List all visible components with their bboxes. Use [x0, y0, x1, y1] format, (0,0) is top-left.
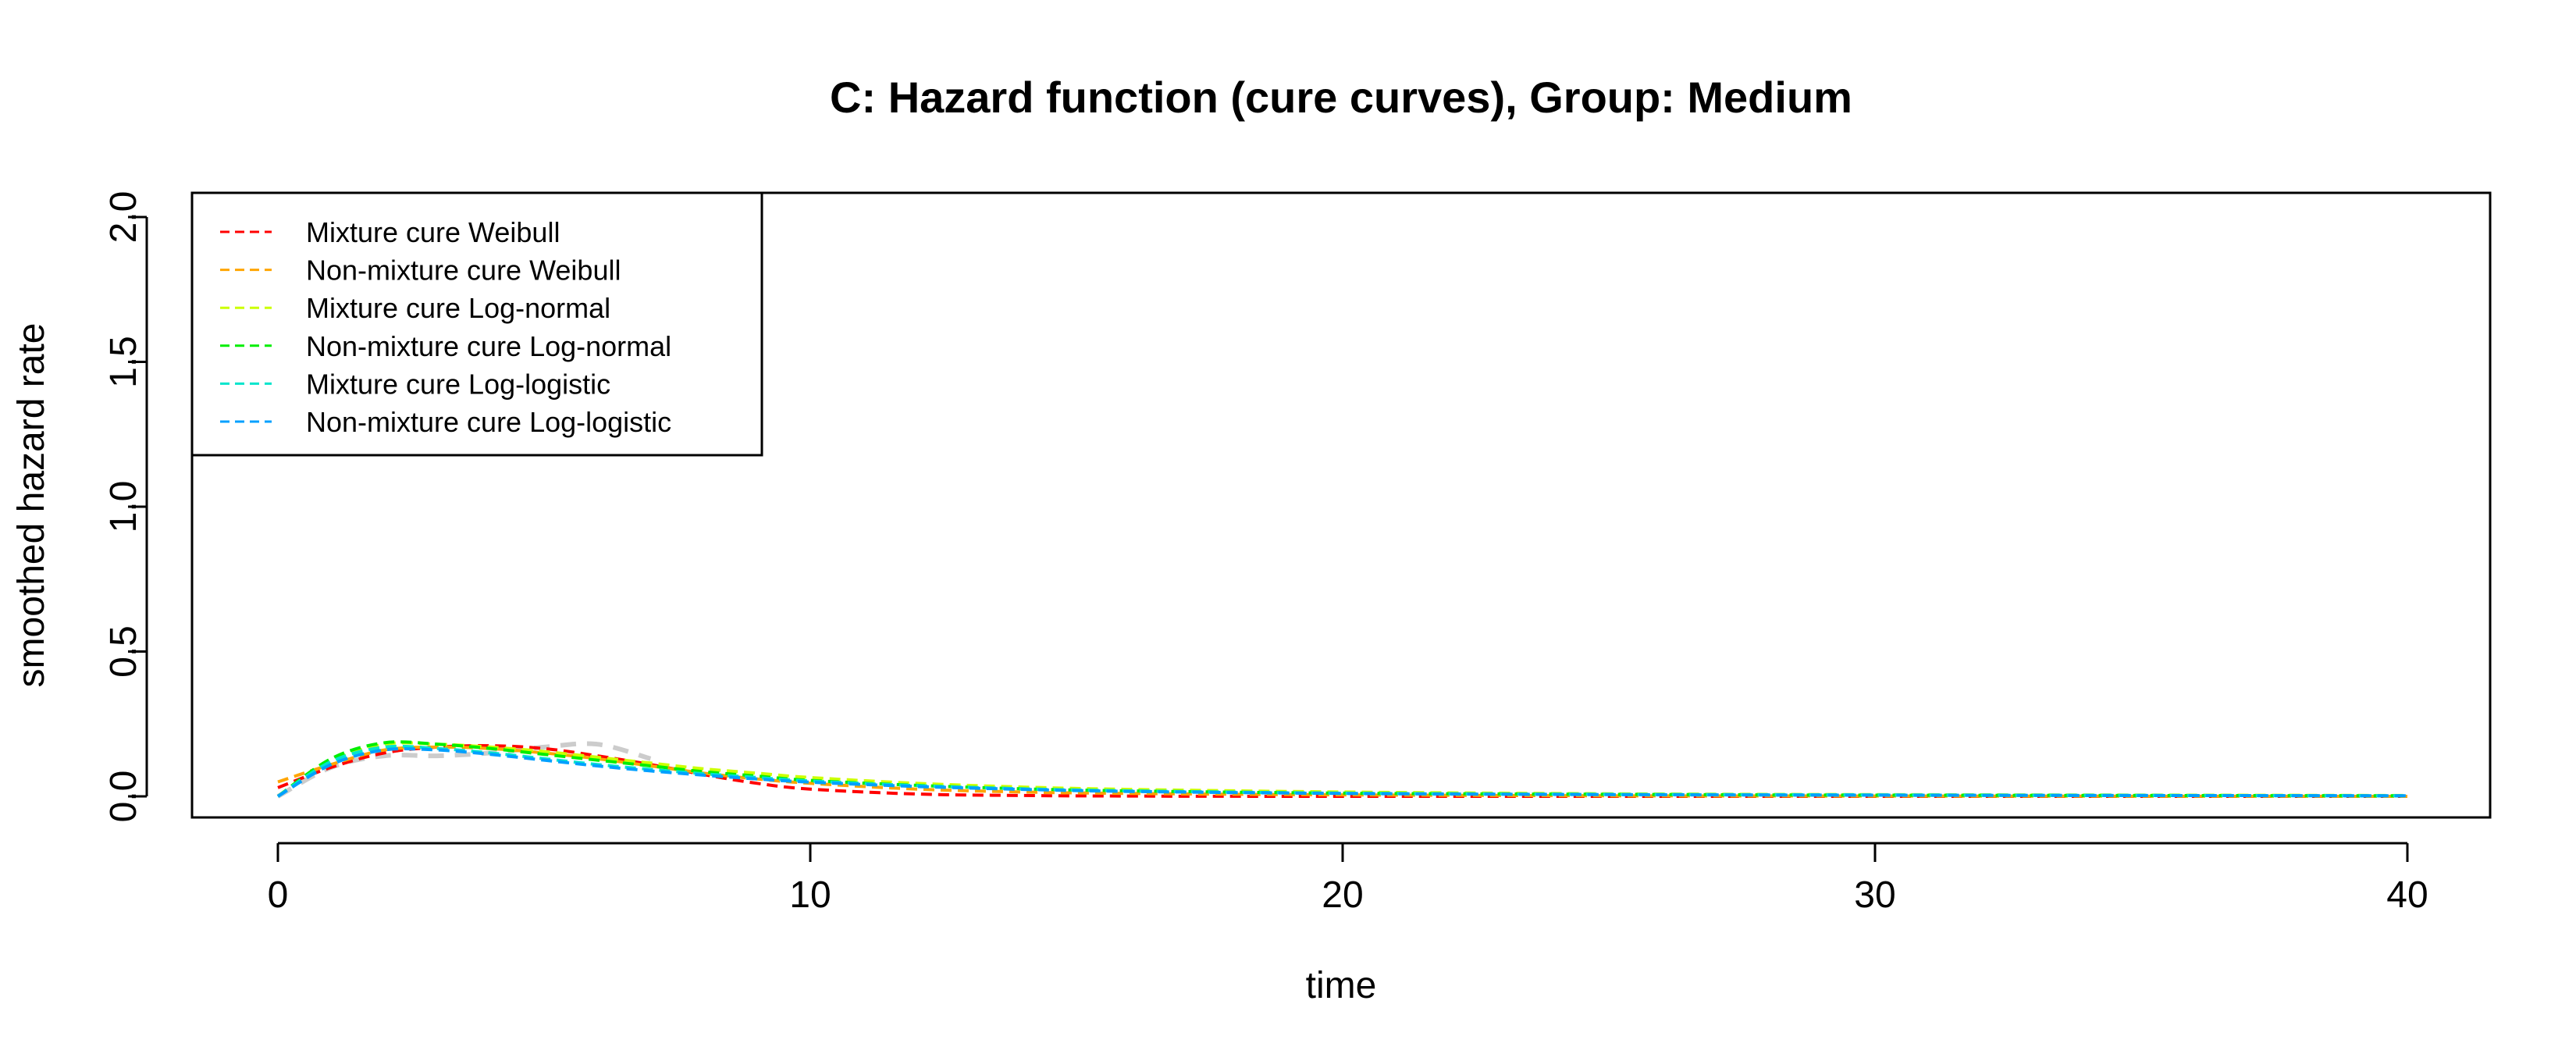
series-line-6: [276, 747, 2408, 798]
y-tick-label: 0.0: [103, 771, 144, 823]
y-ticks: 0.0 0.5 1.0 1.5 2.0: [103, 191, 147, 823]
legend-label: Non-mixture cure Weibull: [306, 255, 621, 287]
series-line-3: [276, 741, 2408, 798]
legend-label: Non-mixture cure Log-normal: [306, 330, 671, 362]
x-tick-label: 0: [268, 874, 289, 916]
x-tick-label: 40: [2386, 874, 2428, 916]
x-axis-label: time: [1306, 965, 1377, 1006]
x-tick-label: 30: [1854, 874, 1895, 916]
x-axis: 0 10 20 30 40: [268, 842, 2428, 916]
y-tick-label: 1.0: [103, 481, 144, 533]
series-line-2: [277, 745, 2408, 798]
x-tick-label: 20: [1322, 874, 1363, 916]
series-line-4: [276, 740, 2408, 798]
legend: Mixture cure Weibull Non-mixture cure Wei…: [190, 191, 763, 457]
series-line-5: [276, 744, 2408, 798]
legend-label: Mixture cure Log-normal: [306, 292, 610, 324]
legend-box: [190, 191, 763, 457]
y-tick-label: 2.0: [103, 191, 144, 244]
y-axis-label: smoothed hazard rate: [11, 323, 52, 688]
y-axis: 0.0 0.5 1.0 1.5 2.0: [103, 191, 148, 823]
x-ticks: 0 10 20 30 40: [268, 843, 2428, 916]
plot-area: [190, 191, 2492, 819]
chart-title: C: Hazard function (cure curves), Group:…: [830, 73, 1852, 122]
legend-items: Mixture cure Weibull Non-mixture cure Wei…: [220, 216, 671, 438]
y-tick-label: 1.5: [103, 336, 144, 388]
legend-label: Mixture cure Log-logistic: [306, 368, 610, 400]
series-line-1: [277, 744, 2408, 799]
legend-label: Non-mixture cure Log-logistic: [306, 406, 671, 438]
x-tick-label: 10: [789, 874, 831, 916]
curves-layer: [276, 740, 2408, 799]
y-tick-label: 0.5: [103, 625, 144, 678]
legend-label: Mixture cure Weibull: [306, 216, 560, 248]
plot-frame: [190, 191, 2492, 819]
